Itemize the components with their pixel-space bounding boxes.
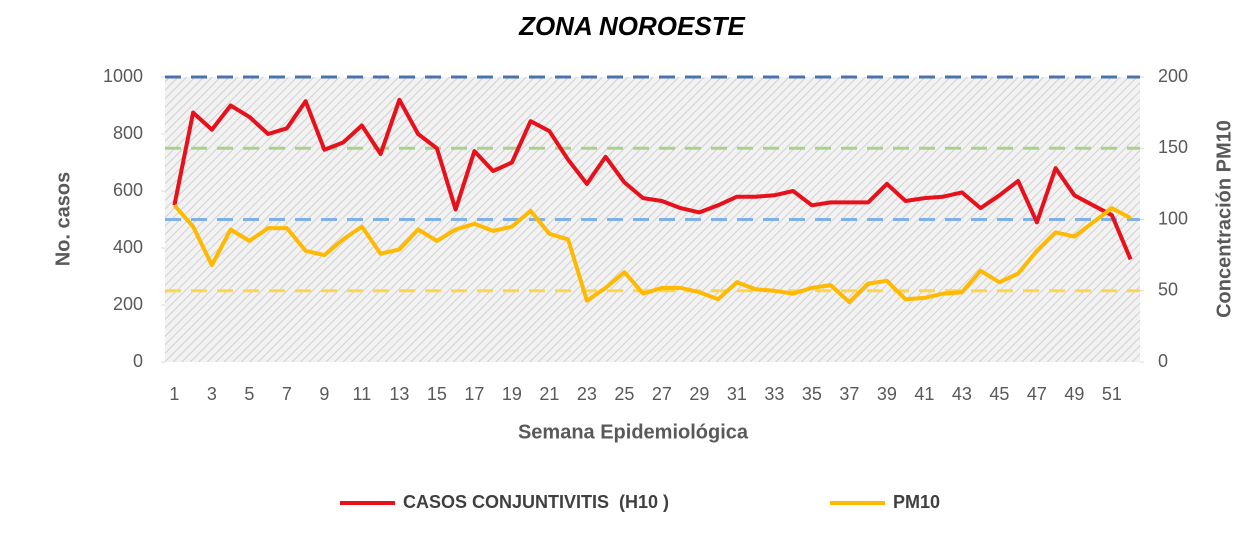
x-tick-label: 7 — [282, 384, 292, 404]
x-tick-label: 33 — [764, 384, 784, 404]
x-tick-label: 15 — [427, 384, 447, 404]
x-tick-label: 5 — [244, 384, 254, 404]
x-tick-label: 29 — [689, 384, 709, 404]
y2-tick-label: 50 — [1158, 280, 1178, 300]
y-tick-label: 200 — [113, 294, 143, 314]
x-tick-label: 19 — [502, 384, 522, 404]
y2-tick-label: 0 — [1158, 351, 1168, 371]
x-tick-label: 49 — [1064, 384, 1084, 404]
y2-tick-label: 150 — [1158, 137, 1188, 157]
y-tick-label: 1000 — [103, 66, 143, 86]
x-tick-label: 23 — [577, 384, 597, 404]
x-tick-label: 31 — [727, 384, 747, 404]
y2-tick-label: 100 — [1158, 208, 1188, 228]
x-tick-label: 13 — [389, 384, 409, 404]
y-axis-label: No. casos — [52, 172, 74, 266]
x-tick-label: 11 — [353, 384, 372, 404]
y-tick-label: 400 — [113, 237, 143, 257]
y-tick-label: 0 — [133, 351, 143, 371]
x-tick-label: 1 — [169, 384, 179, 404]
x-tick-label: 17 — [464, 384, 484, 404]
x-tick-label: 47 — [1027, 384, 1047, 404]
x-tick-label: 45 — [989, 384, 1009, 404]
x-tick-label: 9 — [319, 384, 329, 404]
legend-label: CASOS CONJUNTIVITIS (H10 ) — [403, 492, 669, 512]
x-tick-label: 37 — [839, 384, 859, 404]
y-tick-label: 800 — [113, 123, 143, 143]
series-line — [172, 203, 1132, 305]
x-tick-label: 43 — [952, 384, 972, 404]
x-tick-label: 39 — [877, 384, 897, 404]
series-line — [172, 97, 1133, 261]
x-tick-label: 25 — [614, 384, 634, 404]
y2-tick-label: 200 — [1158, 66, 1188, 86]
x-tick-label: 41 — [914, 384, 934, 404]
x-axis-label: Semana Epidemiológica — [518, 421, 749, 443]
legend-label: PM10 — [893, 492, 940, 512]
x-tick-label: 51 — [1102, 384, 1122, 404]
x-tick-label: 27 — [652, 384, 672, 404]
x-tick-label: 21 — [539, 384, 559, 404]
x-tick-label: 35 — [802, 384, 822, 404]
chart-title: ZONA NOROESTE — [518, 11, 745, 41]
y-tick-label: 600 — [113, 180, 143, 200]
x-tick-label: 3 — [207, 384, 217, 404]
y2-axis-label: Concentración PM10 — [1213, 120, 1235, 318]
